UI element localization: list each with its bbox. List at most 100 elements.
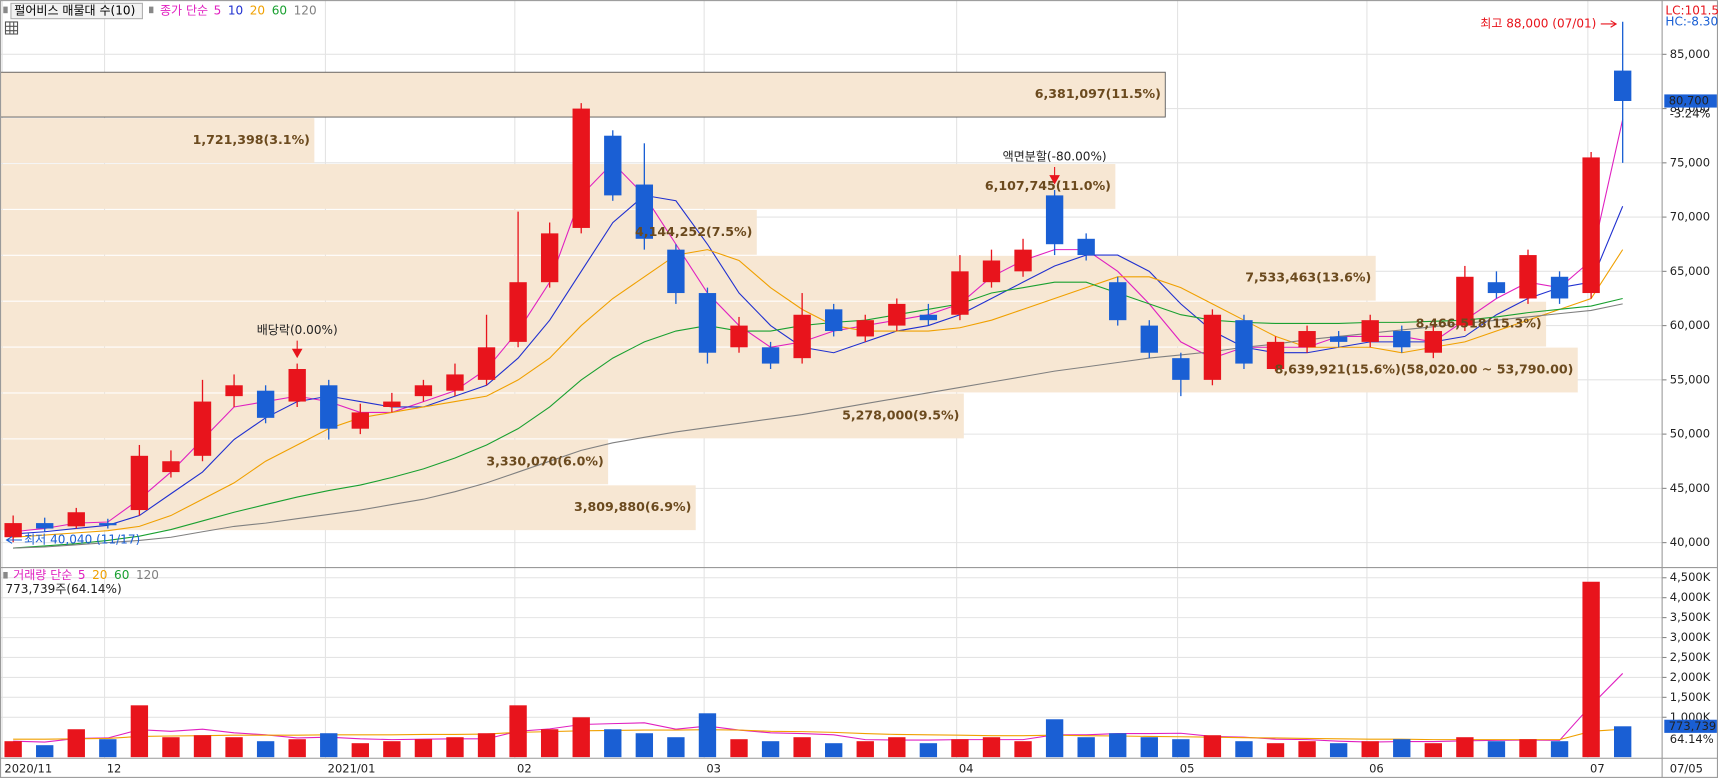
- volume-bar: [951, 739, 969, 758]
- candle-body: [36, 523, 54, 529]
- volume-profile-label: 8,639,921(15.6%)(58,020.00 ~ 53,790.00): [1275, 362, 1574, 377]
- x-tick-label: 04: [959, 762, 974, 776]
- legend-entry: 20: [92, 568, 107, 582]
- legend-entry: 120: [136, 568, 159, 582]
- volume-average-line: [13, 728, 1623, 741]
- moving-average-line: [13, 119, 1624, 533]
- event-label: 액면분할(-80.00%): [1003, 150, 1107, 164]
- low-label: 최저 40,040 (11/17): [24, 532, 140, 546]
- candle-body: [825, 309, 843, 332]
- candle-body: [99, 523, 117, 526]
- candle-body: [1045, 195, 1064, 245]
- volume-bar: [1613, 726, 1632, 758]
- y-tick-label: 2,000K: [1670, 670, 1711, 684]
- x-tick-label: 07: [1590, 762, 1605, 776]
- legend-entry: 10: [228, 3, 243, 17]
- volume-pct-label: 64.14%: [1670, 732, 1714, 746]
- volume-profile-label: 6,107,745(11.0%): [985, 178, 1111, 193]
- title-box: [10, 2, 143, 20]
- candle-body: [540, 233, 559, 283]
- candle-body: [509, 282, 527, 342]
- legend-entry: 20: [250, 3, 265, 17]
- volume-bar: [1424, 743, 1442, 758]
- volume-bar: [1203, 735, 1222, 758]
- volume-bar: [256, 741, 275, 758]
- high-arrow: [1600, 20, 1618, 28]
- candle-body: [320, 385, 338, 429]
- volume-bar: [667, 737, 685, 758]
- candle-body: [4, 523, 22, 538]
- volume-profile-label: 7,533,463(13.6%): [1245, 270, 1371, 285]
- volume-bar: [1582, 581, 1600, 758]
- current-volume-label: 773,739: [1669, 719, 1717, 733]
- volume-profile-label: 1,721,398(3.1%): [193, 132, 310, 147]
- volume-profile-label: 4,144,252(7.5%): [635, 224, 752, 239]
- x-tick-label: 2021/01: [328, 762, 376, 776]
- y-tick-label: 55,000: [1670, 372, 1710, 386]
- candle-body: [1109, 282, 1127, 321]
- volume-profile-label: 3,330,070(6.0%): [486, 453, 603, 468]
- volume-bar: [1266, 743, 1285, 758]
- volume-bar: [698, 713, 717, 758]
- volume-bar: [1140, 737, 1158, 758]
- volume-bar: [730, 739, 748, 758]
- volume-bar: [761, 741, 780, 758]
- moving-average-line: [13, 303, 1623, 549]
- volume-bar: [888, 737, 906, 758]
- candle-body: [446, 374, 464, 391]
- y-tick-label: 60,000: [1670, 318, 1710, 332]
- legend-entry: 120: [294, 3, 317, 17]
- volume-bar: [1045, 719, 1064, 758]
- volume-bar: [4, 741, 22, 758]
- volume-profile-band: [0, 118, 315, 163]
- legend-entry: 5: [214, 3, 222, 17]
- y-tick-label: 70,000: [1670, 210, 1710, 224]
- volume-profile-band: [0, 347, 1578, 393]
- header-icon: [3, 571, 8, 579]
- legend-entry: 60: [114, 568, 129, 582]
- candle-body: [1266, 341, 1285, 370]
- volume-bar: [162, 737, 180, 758]
- volume-bar: [1014, 741, 1032, 758]
- candle-body: [67, 512, 85, 527]
- volume-profile-band: [0, 209, 757, 255]
- chart-title: 펄어비스 매물대 수(10): [14, 3, 135, 17]
- lc-label: LC:101.55: [1665, 3, 1718, 17]
- y-tick-label: 2,500K: [1670, 650, 1711, 664]
- volume-bar: [1329, 743, 1348, 758]
- volume-bar: [414, 739, 433, 758]
- legend-prefix: 거래량 단순: [13, 568, 72, 582]
- high-label: 최고 88,000 (07/01): [1480, 16, 1596, 30]
- y-tick-label: 65,000: [1670, 264, 1710, 278]
- volume-bar: [477, 733, 496, 758]
- event-arrow: [1049, 166, 1060, 185]
- candle-body: [1077, 238, 1095, 256]
- candle-body: [414, 385, 433, 397]
- volume-bar: [604, 729, 622, 758]
- volume-bar: [1487, 741, 1506, 758]
- header-icon: [3, 6, 8, 14]
- volume-bar: [825, 743, 843, 758]
- candle-body: [919, 314, 938, 321]
- candle-body: [130, 455, 149, 511]
- x-tick-label: 06: [1369, 762, 1384, 776]
- moving-average-line: [13, 281, 1623, 549]
- candle-body: [1235, 320, 1253, 364]
- volume-bar: [572, 717, 590, 758]
- volume-bar: [1456, 737, 1474, 758]
- candle-body: [162, 461, 180, 473]
- candle-body: [951, 271, 969, 315]
- candle-body: [982, 260, 1001, 283]
- volume-bar: [919, 743, 938, 758]
- candle-body: [604, 135, 622, 196]
- candle-body: [1298, 331, 1316, 348]
- table-icon[interactable]: [4, 21, 19, 35]
- candle-body: [288, 369, 306, 402]
- candle-body: [193, 401, 212, 456]
- x-tick-label: 05: [1180, 762, 1195, 776]
- candle-body: [635, 184, 654, 239]
- change-label: -3.24%: [1670, 107, 1711, 121]
- candle-body: [1014, 249, 1032, 272]
- y-tick-label: 85,000: [1670, 47, 1710, 61]
